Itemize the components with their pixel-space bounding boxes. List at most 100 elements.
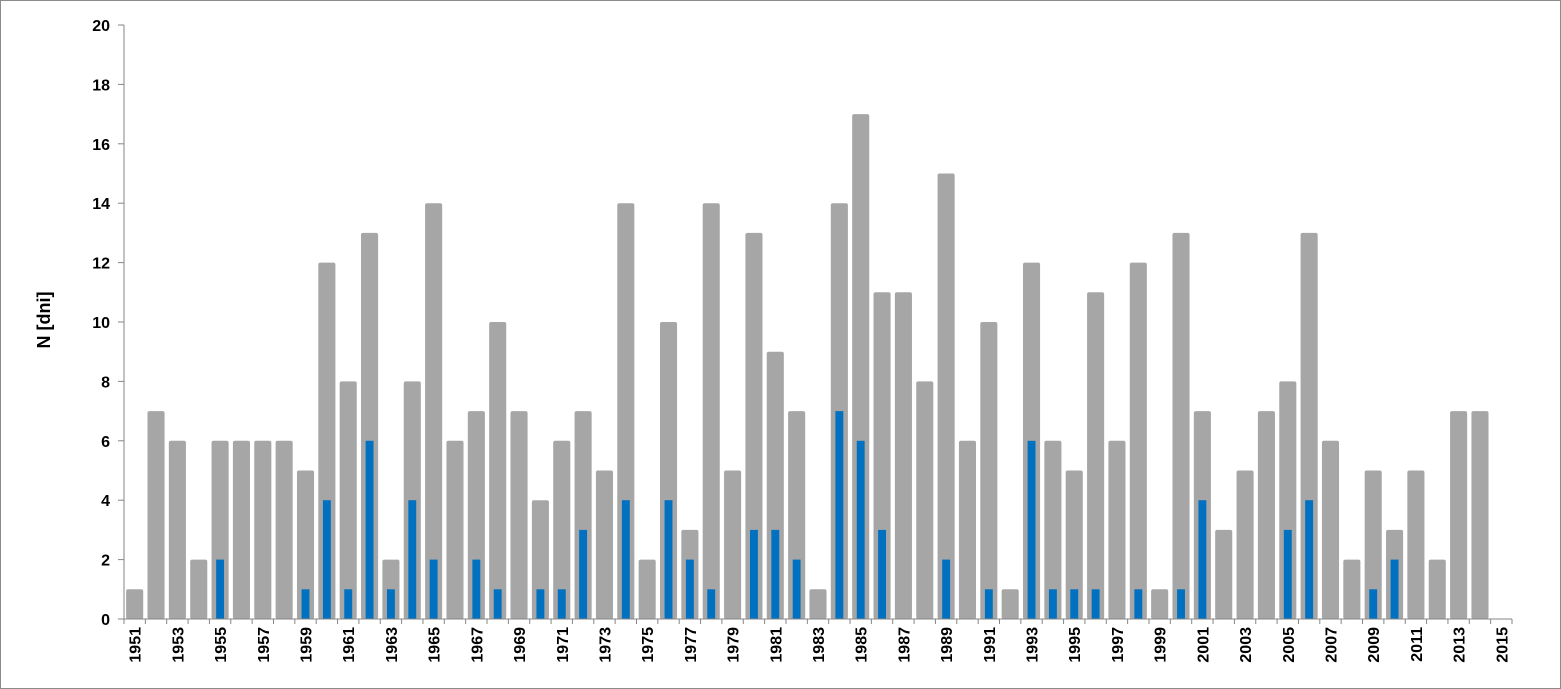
y-axis-tick-labels: 0 2 4 6 8 10 12 14 16 18 20 (92, 18, 110, 629)
bar-gray-2002 (1215, 529, 1233, 619)
bar-gray-1957 (254, 440, 272, 619)
x-tick-label-1967: 1967 (469, 627, 486, 663)
bar-gray-2009 (1364, 470, 1382, 619)
bar-blue-1959 (301, 589, 310, 619)
bar-gray-1956 (232, 440, 250, 619)
x-tick-label-2013: 2013 (1452, 627, 1469, 663)
x-tick-label-1971: 1971 (555, 627, 572, 663)
bar-blue-2001 (1198, 500, 1207, 619)
y-tick-label-16: 16 (92, 137, 110, 154)
bar-blue-2006 (1305, 500, 1314, 619)
bar-gray-1979 (724, 470, 742, 619)
x-tick-label-2003: 2003 (1238, 627, 1255, 663)
x-tick-label-2015: 2015 (1494, 627, 1511, 663)
bar-gray-1970 (531, 500, 549, 619)
bar-gray-1971 (553, 440, 571, 619)
bar-gray-1990 (958, 440, 977, 619)
bar-blue-1982 (792, 559, 801, 619)
bar-gray-1959 (296, 470, 315, 619)
bar-gray-2013 (1450, 411, 1468, 619)
bar-gray-1961 (339, 381, 357, 619)
bar-blue-1989 (942, 559, 951, 619)
x-tick-label-1995: 1995 (1067, 627, 1084, 663)
bar-blue-1994 (1048, 589, 1057, 619)
bar-blue-1964 (408, 500, 417, 619)
x-tick-label-1969: 1969 (512, 627, 529, 663)
y-tick-label-4: 4 (101, 493, 110, 510)
x-tick-label-1997: 1997 (1110, 627, 1127, 663)
x-tick-label-1955: 1955 (213, 627, 230, 663)
bar-gray-2000 (1172, 232, 1190, 619)
bar-blue-1984 (835, 411, 844, 619)
bar-gray-1994 (1044, 440, 1062, 619)
y-tick-label-12: 12 (92, 256, 110, 273)
bar-gray-1983 (809, 589, 827, 619)
bar-gray-2012 (1428, 559, 1446, 619)
bar-gray-1988 (916, 381, 934, 619)
bar-blue-1960 (322, 500, 331, 619)
x-tick-label-1993: 1993 (1025, 627, 1042, 663)
bar-blue-1974 (621, 500, 630, 619)
bar-gray-2006 (1300, 232, 1318, 619)
x-tick-label-1991: 1991 (982, 627, 999, 663)
bar-gray-1980 (745, 232, 763, 619)
bar-gray-1962 (361, 232, 379, 619)
y-axis-title: N [dni] (34, 292, 54, 349)
bar-gray-1991 (980, 322, 998, 619)
bar-gray-2003 (1236, 470, 1254, 619)
bar-gray-1973 (595, 470, 614, 619)
bar-blue-1968 (493, 589, 502, 619)
bar-gray-1982 (788, 411, 806, 619)
bar-blue-1977 (685, 559, 694, 619)
bar-blue-2009 (1369, 589, 1378, 619)
x-tick-label-1961: 1961 (341, 627, 358, 663)
x-tick-label-1953: 1953 (170, 627, 187, 663)
x-tick-label-1989: 1989 (939, 627, 956, 663)
x-tick-label-2001: 2001 (1195, 627, 1212, 663)
bar-blue-1980 (749, 529, 758, 619)
bar-blue-2010 (1390, 559, 1399, 619)
x-tick-label-2009: 2009 (1366, 627, 1383, 663)
y-tick-label-8: 8 (101, 374, 110, 391)
y-tick-label-10: 10 (92, 315, 110, 332)
y-tick-label-18: 18 (92, 77, 110, 94)
bar-gray-1960 (318, 262, 336, 619)
x-tick-label-1951: 1951 (128, 627, 145, 663)
y-tick-label-2: 2 (101, 553, 110, 570)
bar-gray-1953 (168, 440, 186, 619)
bar-gray-1969 (510, 411, 528, 619)
y-tick-label-20: 20 (92, 18, 110, 35)
y-tick-label-0: 0 (101, 612, 110, 629)
bar-blue-1998 (1134, 589, 1143, 619)
x-tick-label-1963: 1963 (384, 627, 401, 663)
bar-gray-1995 (1065, 470, 1083, 619)
bar-gray-1966 (446, 440, 464, 619)
bar-gray-1987 (894, 292, 912, 619)
x-tick-label-1959: 1959 (299, 627, 316, 663)
bar-gray-1975 (638, 559, 656, 619)
bar-gray-1951 (126, 589, 144, 619)
bar-blue-1991 (984, 589, 993, 619)
x-tick-label-1965: 1965 (427, 627, 444, 663)
bar-gray-2007 (1321, 440, 1340, 619)
x-tick-label-1985: 1985 (854, 627, 871, 663)
bar-blue-1967 (472, 559, 481, 619)
bar-blue-1993 (1027, 440, 1036, 619)
bar-gray-1992 (1001, 589, 1019, 619)
bar-gray-1989 (937, 173, 955, 619)
bar-blue-1962 (365, 440, 374, 619)
x-tick-label-1987: 1987 (896, 627, 913, 663)
x-tick-label-1981: 1981 (768, 627, 785, 663)
bar-gray-1954 (190, 559, 208, 619)
bar-blue-1963 (386, 589, 395, 619)
bar-gray-1981 (766, 351, 784, 619)
x-axis-tick-labels: 1951 1953 1955 1957 1959 1961 1963 1965 1967 1969… (128, 627, 1512, 663)
y-tick-label-14: 14 (92, 196, 110, 213)
x-tick-label-1957: 1957 (256, 627, 273, 663)
x-tick-label-1983: 1983 (811, 627, 828, 663)
bar-gray-1972 (574, 411, 592, 619)
bar-gray-1986 (873, 292, 891, 619)
bar-gray-1999 (1151, 589, 1169, 619)
x-tick-label-2007: 2007 (1323, 627, 1340, 663)
